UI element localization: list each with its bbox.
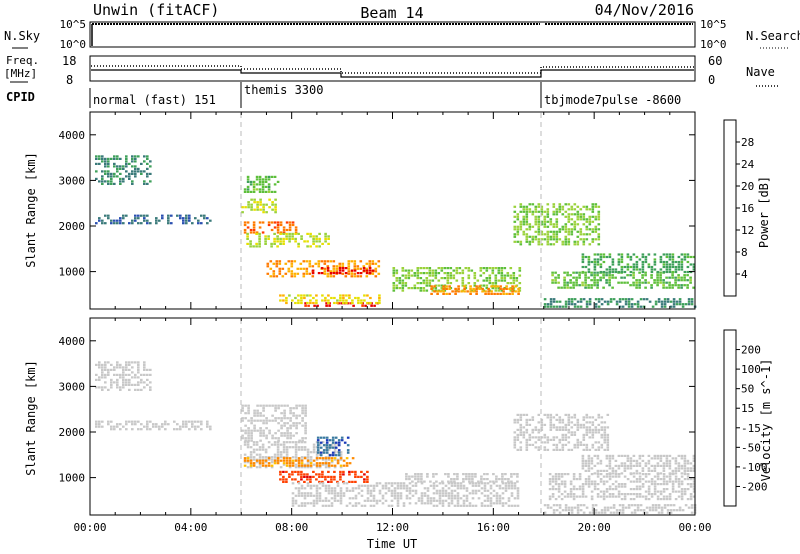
ytick-label-0-0: 1000	[59, 266, 86, 279]
cpid-label: CPID	[6, 90, 35, 104]
power-data-layer	[95, 155, 697, 308]
chart-band-0-4	[246, 232, 330, 248]
date-title: 04/Nov/2016	[595, 1, 694, 19]
power-colorbar: 28 24 20 16 12 8 4	[723, 119, 755, 297]
colorbar-tick-0-2: 20	[741, 180, 754, 193]
xtick-label-3: 12:00	[376, 521, 409, 534]
ytick-label-1-0: 1000	[59, 472, 86, 485]
power-colorbar-label: Power [dB]	[757, 176, 771, 248]
colorbar-tick-0-6: 4	[741, 268, 748, 281]
velocity-ylabel: Slant Range [km]	[24, 360, 38, 476]
ytick-label-1-3: 4000	[59, 335, 86, 348]
chart-band-0-0	[95, 155, 152, 185]
chart-band-0-14	[551, 271, 695, 289]
colorbar-tick-1-7: -200	[741, 480, 768, 493]
xtick-label-6: 00:00	[678, 521, 711, 534]
colorbar-tick-1-6: -100	[741, 461, 768, 474]
colorbar-tick-1-4: -15	[741, 422, 761, 435]
colorbar-tick-0-5: 8	[741, 246, 748, 259]
nave-label: Nave	[746, 65, 775, 79]
nave-tick-bottom: 0	[708, 73, 715, 87]
velocity-colorbar: 200 100 50 15 -15 -50 -100 -200	[723, 329, 768, 507]
cpid-segment-1: normal (fast) 151	[93, 93, 216, 107]
colorbar-tick-1-0: 200	[741, 344, 761, 357]
nave-tick-top: 60	[708, 54, 722, 68]
velocity-colorbar-label: Velocity [m s^-1]	[759, 359, 773, 482]
chart-band-0-2	[241, 198, 277, 214]
chart-band-0-12	[513, 203, 601, 246]
velocity-panel: 1000 2000 3000 4000 00:00 04:00 08:00 12:00 16:0…	[24, 317, 712, 551]
colorbar-tick-1-1: 100	[741, 363, 761, 376]
chart-band-1-1	[95, 420, 212, 431]
freq-panel: 18 8 60 0 Freq. [MHz] Nave	[4, 54, 780, 87]
nsearch-label: N.Search	[746, 29, 800, 43]
station-title: Unwin (fitACF)	[93, 1, 219, 19]
chart-band-1-11	[581, 454, 696, 475]
chart-band-1-10	[548, 473, 696, 501]
colorbar-tick-1-3: 15	[741, 402, 754, 415]
freq-unit: [MHz]	[4, 67, 37, 80]
noise-tick-top-right: 10^5	[700, 18, 727, 31]
chart-band-1-4	[243, 457, 355, 467]
ytick-label-1-1: 2000	[59, 426, 86, 439]
cpid-segment-2: themis 3300	[244, 83, 323, 97]
chart-band-1-8	[405, 473, 519, 483]
xtick-label-2: 08:00	[275, 521, 308, 534]
colorbar-tick-0-1: 24	[741, 158, 755, 171]
chart-band-1-9	[513, 413, 610, 451]
ytick-label-0-3: 4000	[59, 129, 86, 142]
chart-band-1-6	[279, 470, 369, 483]
ytick-label-0-1: 2000	[59, 220, 86, 233]
velocity-data-layer	[95, 361, 697, 514]
power-ylabel: Slant Range [km]	[24, 152, 38, 268]
colorbar-tick-1-2: 50	[741, 383, 754, 396]
time-xlabel: Time UT	[367, 537, 418, 551]
colorbar-tick-0-4: 12	[741, 224, 754, 237]
chart-band-1-2	[241, 404, 307, 442]
noise-panel: 10^5 10^0 10^5 10^0 N.Sky N.Search	[4, 18, 800, 51]
freq-tick-bottom: 8	[66, 73, 73, 87]
xtick-label-0: 00:00	[73, 521, 106, 534]
chart-band-1-5	[316, 436, 350, 457]
xtick-label-5: 20:00	[578, 521, 611, 534]
chart-band-0-1	[95, 214, 212, 225]
xtick-label-1: 04:00	[174, 521, 207, 534]
noise-tick-top-left: 10^5	[60, 18, 87, 31]
chart-band-1-12	[543, 504, 697, 514]
nsky-label: N.Sky	[4, 29, 40, 43]
chart-band-0-13	[543, 298, 697, 308]
chart-band-0-7	[311, 267, 375, 275]
ytick-label-1-2: 3000	[59, 380, 86, 393]
colorbar-tick-1-5: -50	[741, 441, 761, 454]
noise-tick-bottom-left: 10^0	[60, 38, 87, 51]
cpid-bar: CPID normal (fast) 151 themis 3300 tbjmo…	[6, 82, 681, 108]
chart-band-0-3	[243, 221, 298, 234]
noise-tick-bottom-right: 10^0	[700, 38, 727, 51]
chart-band-1-7	[291, 482, 520, 507]
colorbar-tick-0-0: 28	[741, 136, 754, 149]
chart-band-0-15	[581, 253, 696, 274]
cpid-segment-3: tbjmode7pulse -8600	[544, 93, 681, 107]
beam-title: Beam 14	[360, 4, 423, 22]
freq-label: Freq.	[6, 54, 39, 67]
colorbar-tick-0-3: 16	[741, 202, 754, 215]
xtick-label-4: 16:00	[477, 521, 510, 534]
chart-band-0-5	[243, 175, 280, 193]
chart-band-1-0	[95, 361, 152, 391]
power-panel: 1000 2000 3000 4000 Slant Range [km]	[24, 111, 697, 310]
ytick-label-0-2: 3000	[59, 174, 86, 187]
freq-tick-top: 18	[62, 54, 76, 68]
chart-band-0-11	[430, 285, 520, 295]
chart-band-0-9	[279, 294, 381, 305]
